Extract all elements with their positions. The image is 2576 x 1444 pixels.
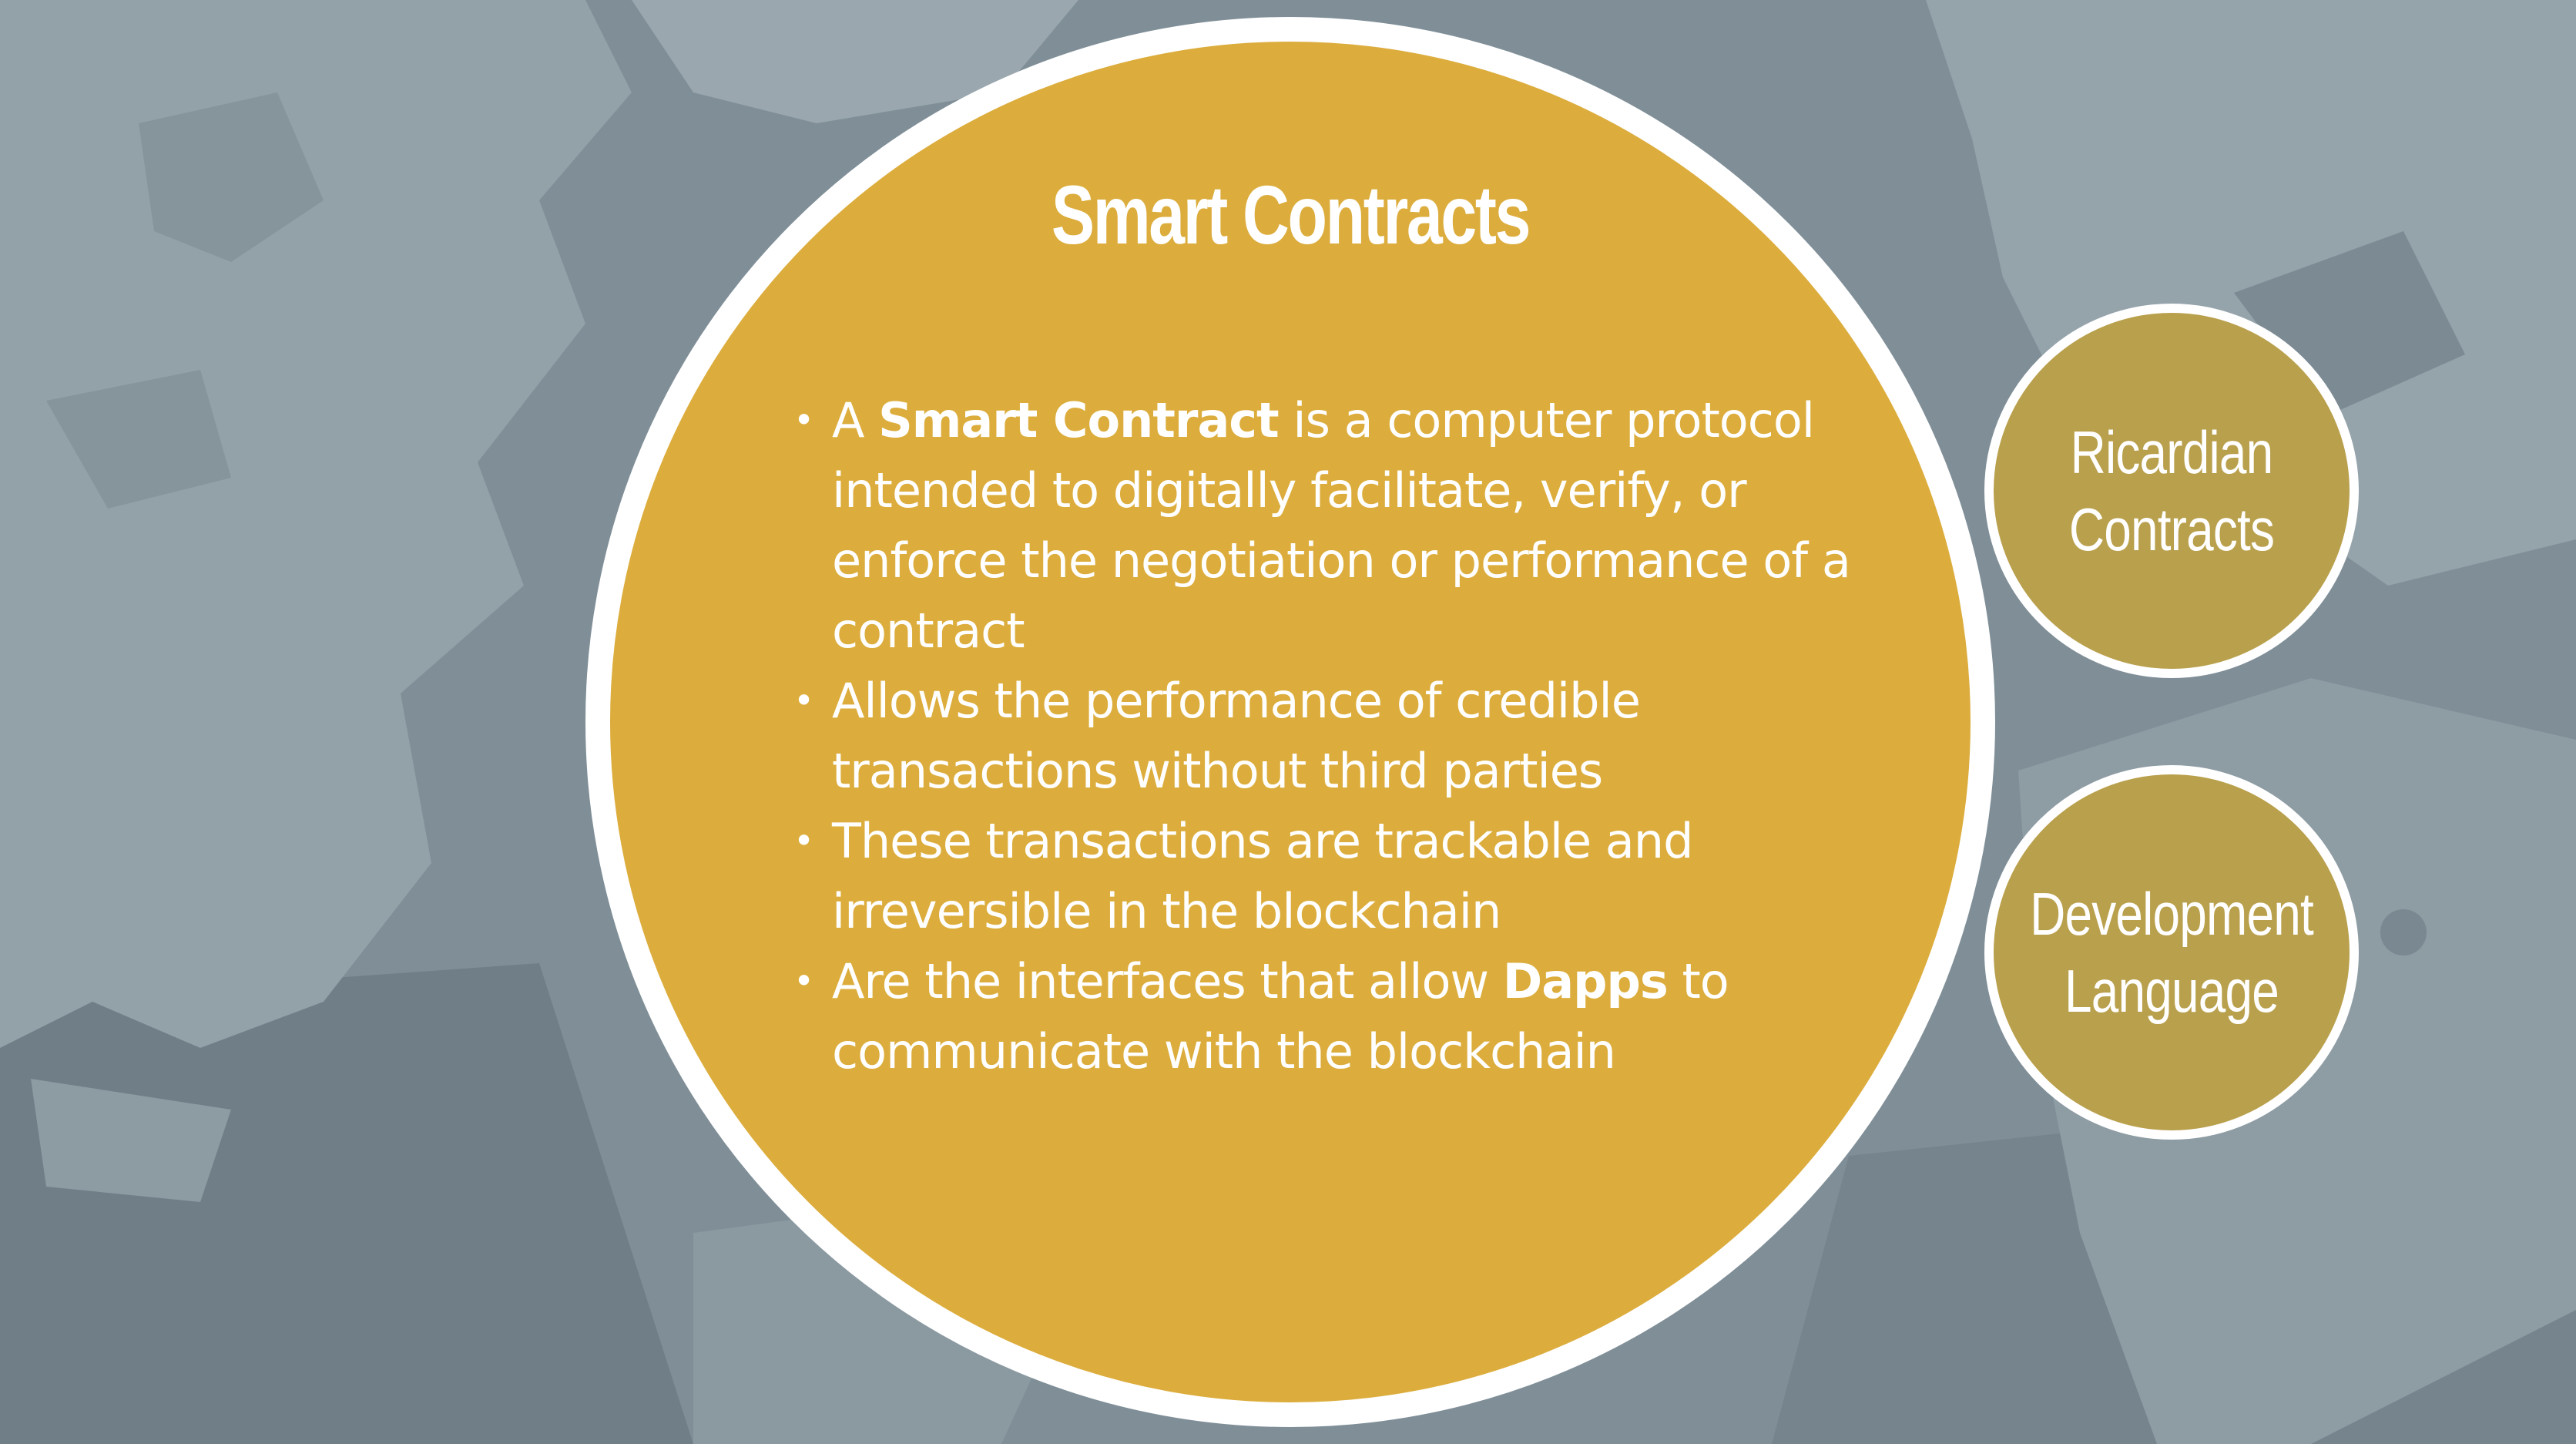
bullet-dot-icon: • — [793, 680, 814, 721]
bullet-item: • These transactions are trackable and i… — [786, 806, 1864, 946]
bullet-text: Allows the performance of credible trans… — [832, 673, 1641, 799]
bullet-text: These transactions are trackable and irr… — [832, 813, 1693, 939]
bullet-dot-icon: • — [793, 399, 814, 441]
side-topic-label: Development Language — [2030, 880, 2314, 1025]
slide-title: Smart Contracts — [1051, 168, 1531, 261]
bullet-list: • A Smart Contract is a computer protoco… — [786, 385, 1864, 1086]
bullet-item: • Are the interfaces that allow Dapps to… — [786, 946, 1864, 1086]
bullet-dot-icon: • — [793, 960, 814, 1002]
bold-term: Dapps — [1502, 953, 1669, 1009]
side-topic-label: Ricardian Contracts — [2068, 418, 2275, 563]
bullet-item: • A Smart Contract is a computer protoco… — [786, 385, 1864, 666]
ricardian-contracts-topic-button[interactable]: Ricardian Contracts — [1984, 304, 2359, 678]
bold-term: Smart Contract — [878, 392, 1280, 448]
development-language-topic-button[interactable]: Development Language — [1984, 765, 2359, 1140]
bullet-item: • Allows the performance of credible tra… — [786, 666, 1864, 806]
bullet-text: Are the interfaces that allow Dapps to c… — [832, 953, 1729, 1080]
bullet-text: A Smart Contract is a computer protocol … — [832, 392, 1851, 659]
bullet-dot-icon: • — [793, 820, 814, 861]
